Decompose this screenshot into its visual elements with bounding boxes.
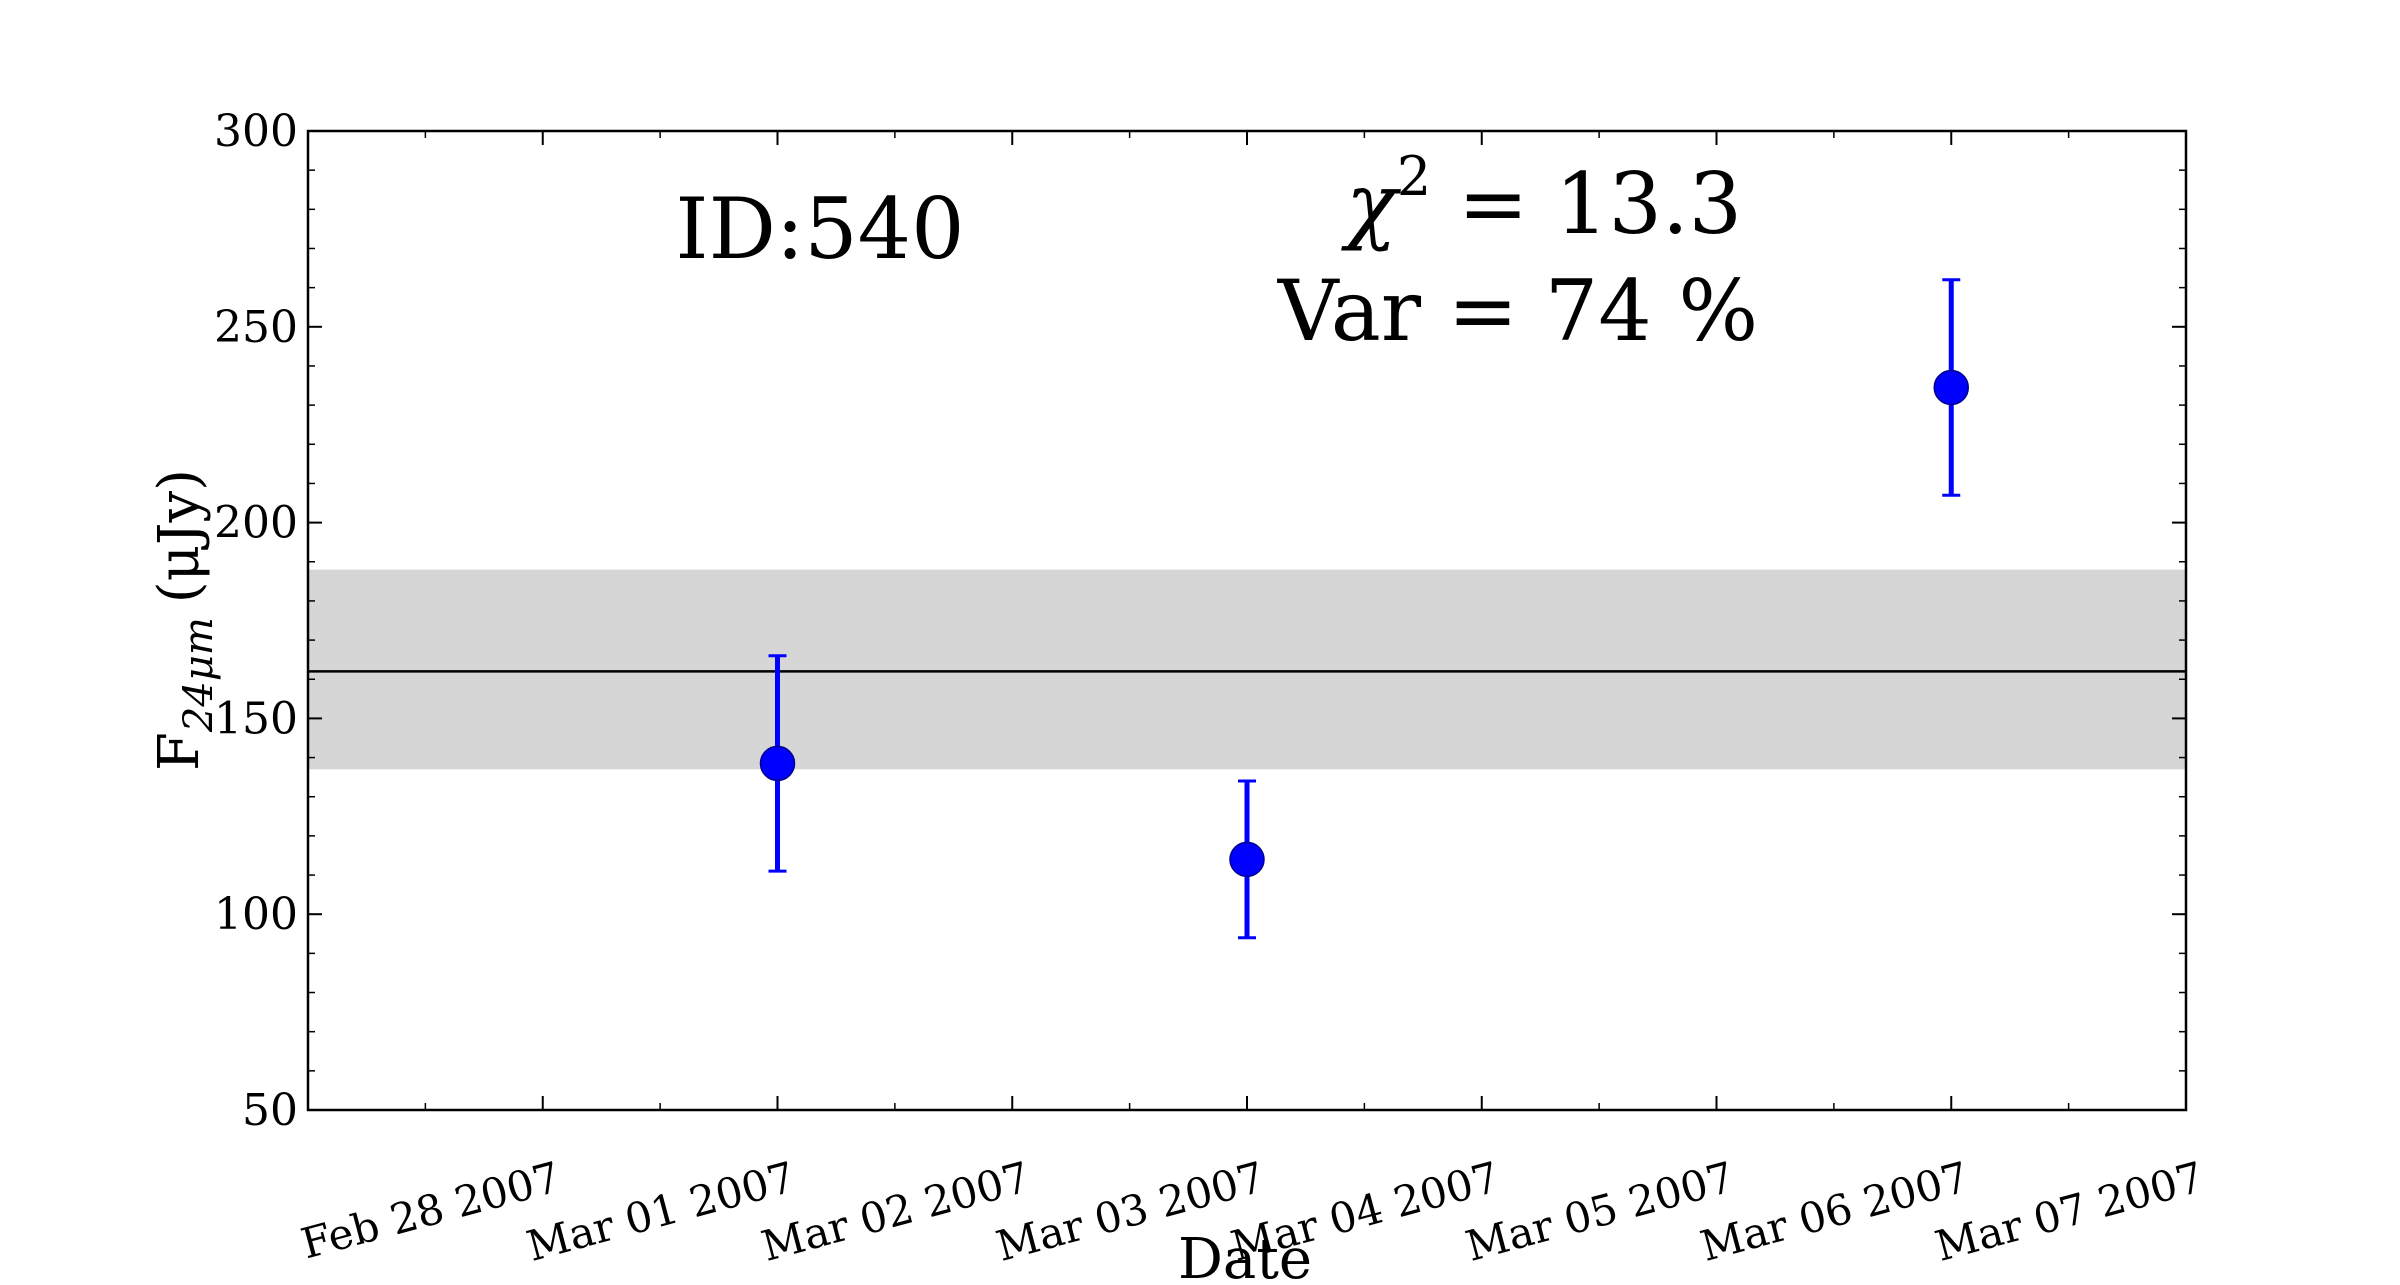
y-tick-label: 200 (214, 498, 298, 549)
x-tick-label: Mar 07 2007 (1930, 1152, 2208, 1271)
variability-annotation: Var = 74 % (1277, 262, 1758, 360)
chi2-exponent: 2 (1397, 145, 1431, 208)
y-tick-label: 50 (242, 1085, 298, 1136)
y-tick-label: 100 (214, 889, 298, 940)
data-point (1933, 369, 1969, 406)
x-axis-label: Date (1178, 1227, 1312, 1285)
y-tick-label: 250 (214, 302, 298, 353)
data-point-group (759, 654, 796, 873)
y-axis-label-unit: (μJy) (147, 469, 212, 603)
data-point (759, 745, 796, 782)
chi2-annotation: χ2 = 13.3 (1341, 145, 1742, 253)
x-tick-label: Mar 01 2007 (522, 1152, 800, 1271)
uncertainty-band (308, 569, 2186, 770)
x-tick-label: Feb 28 2007 (296, 1152, 565, 1268)
x-tick-label: Mar 02 2007 (756, 1152, 1034, 1271)
uncertainty-band-layer (308, 569, 2186, 770)
data-point (1229, 841, 1265, 878)
data-point-group (1229, 779, 1265, 940)
x-tick-label: Mar 06 2007 (1695, 1152, 1973, 1271)
data-point-group (1933, 278, 1969, 497)
source-id-annotation: ID:540 (675, 180, 964, 278)
x-tick-label: Mar 05 2007 (1461, 1152, 1739, 1271)
y-tick-label: 300 (214, 106, 298, 157)
y-axis-label: F24μm (μJy) (147, 469, 222, 771)
y-axis-label-base: F (147, 732, 212, 771)
y-axis-label-subscript: 24μm (176, 617, 222, 733)
chi2-symbol: χ (1341, 155, 1402, 253)
y-tick-label: 150 (214, 693, 298, 744)
chi2-value: = 13.3 (1431, 155, 1742, 253)
data-points-layer (759, 278, 1969, 940)
